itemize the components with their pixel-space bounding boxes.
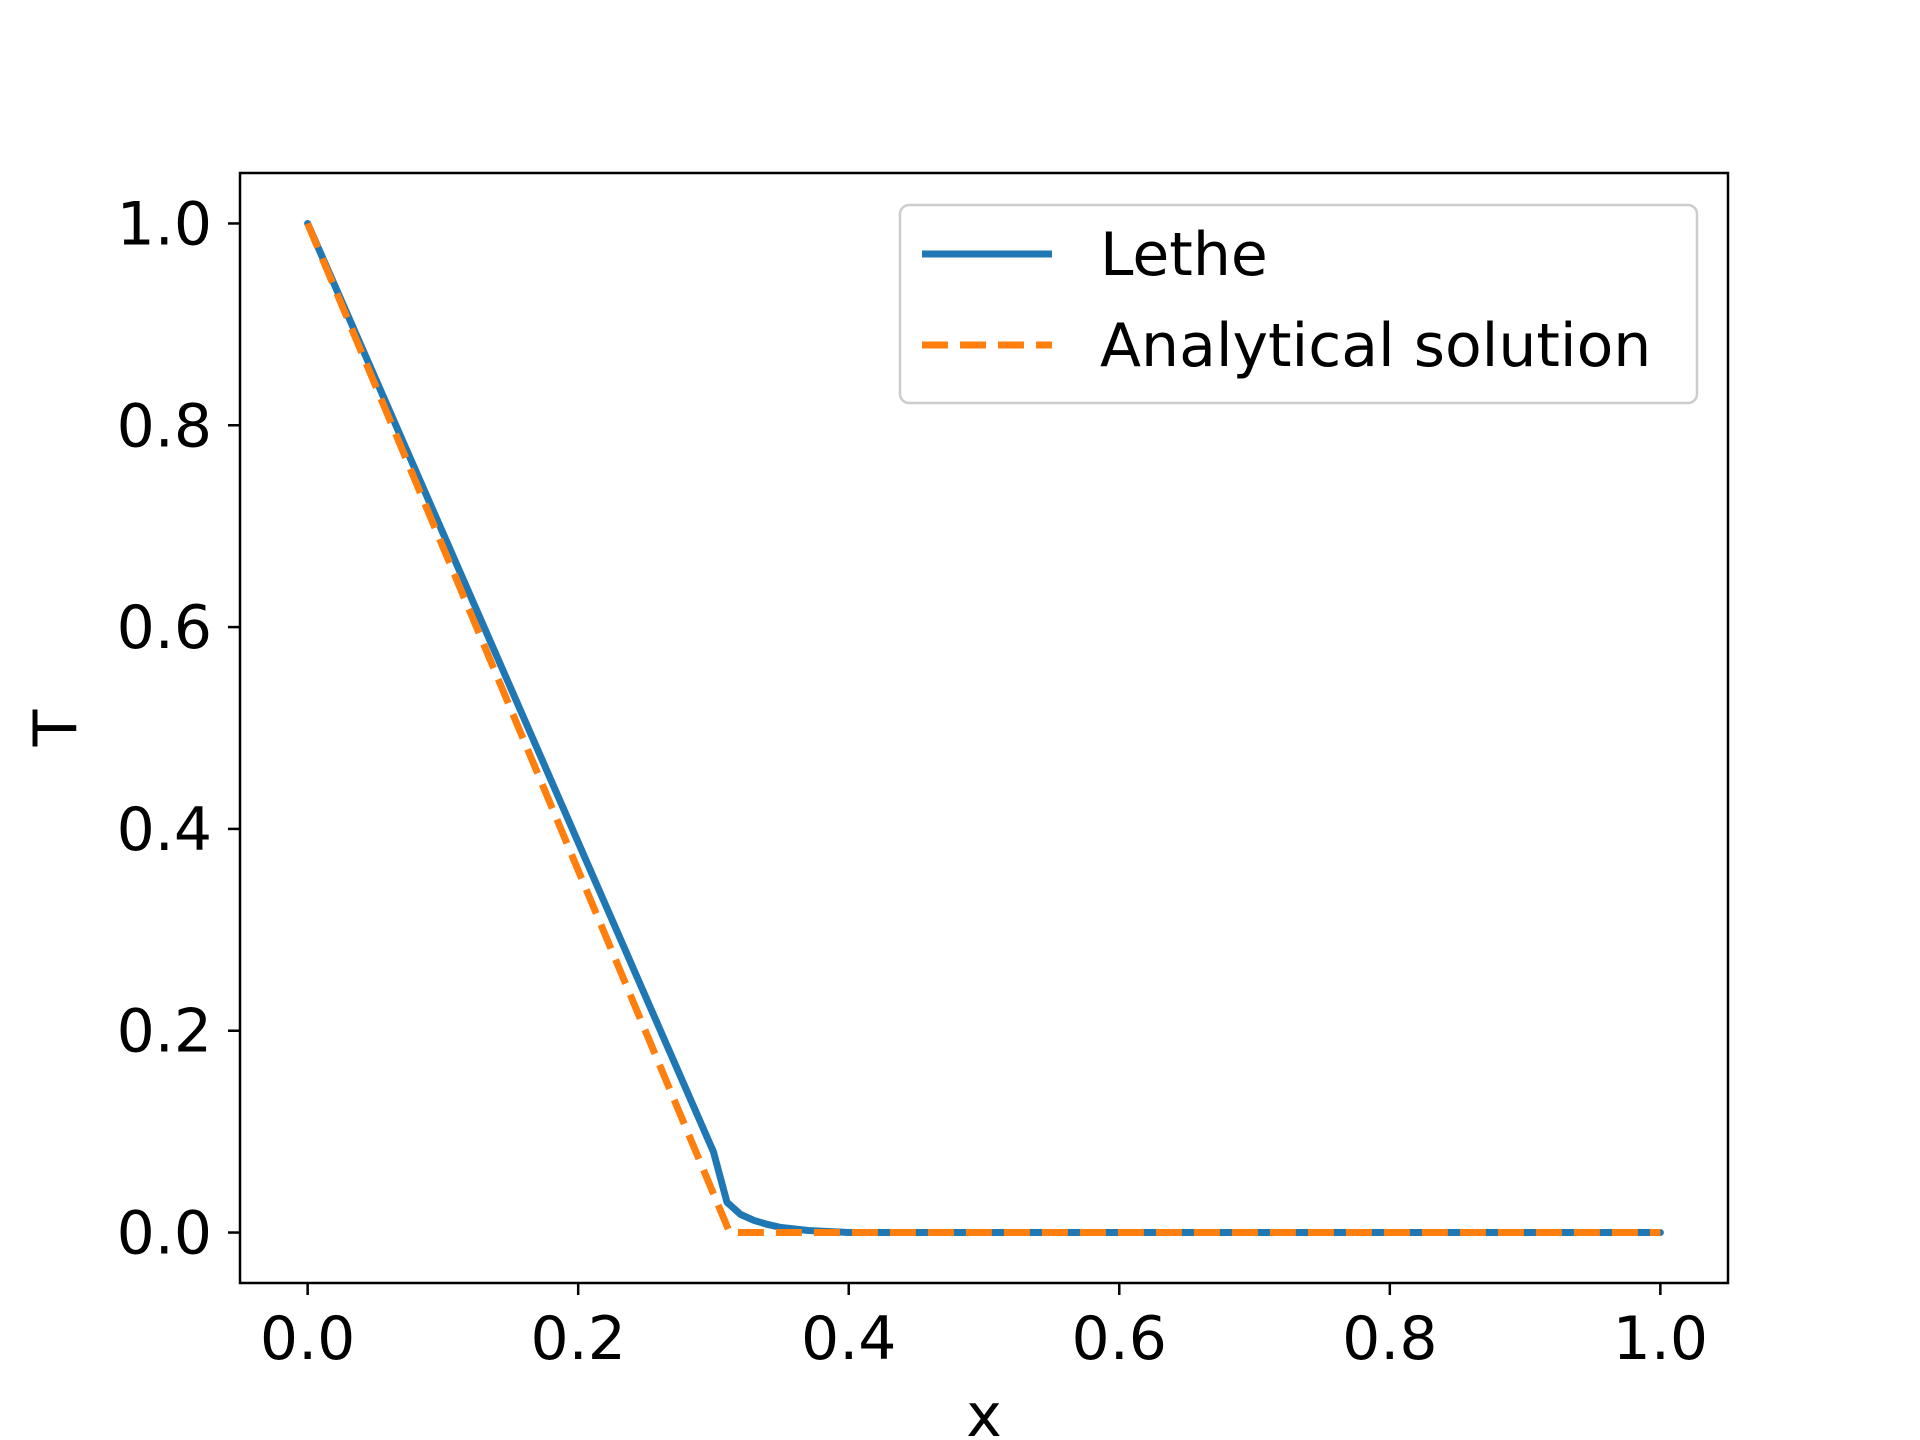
- y-tick-label: 0.0: [117, 1199, 212, 1269]
- y-tick-label: 1.0: [117, 189, 212, 259]
- legend-label-analytical: Analytical solution: [1100, 311, 1651, 381]
- series-line-analytical-solution: [304, 222, 1661, 1237]
- x-tick-label: 0.2: [530, 1304, 625, 1374]
- x-tick-label: 1.0: [1613, 1304, 1708, 1374]
- y-axis: 0.0 0.2 0.4 0.6 0.8 1.0: [117, 189, 240, 1269]
- legend-label-lethe: Lethe: [1100, 220, 1268, 290]
- x-axis: 0.0 0.2 0.4 0.6 0.8 1.0: [260, 1283, 1708, 1374]
- x-tick-label: 0.4: [801, 1304, 896, 1374]
- y-axis-label: T: [21, 709, 91, 747]
- y-tick-label: 0.4: [117, 795, 212, 865]
- legend: Lethe Analytical solution: [898, 203, 1699, 405]
- plot-area-frame: [238, 171, 1730, 1285]
- x-tick-label: 0.0: [260, 1304, 355, 1374]
- y-tick-label: 0.6: [117, 593, 212, 663]
- x-axis-label: x: [966, 1381, 1002, 1440]
- x-tick-label: 0.6: [1072, 1304, 1167, 1374]
- series-layer: [304, 219, 1664, 1237]
- legend-box: [898, 203, 1699, 405]
- y-tick-label: 0.8: [117, 391, 212, 461]
- x-tick-label: 0.8: [1342, 1304, 1437, 1374]
- y-tick-label: 0.2: [117, 997, 212, 1067]
